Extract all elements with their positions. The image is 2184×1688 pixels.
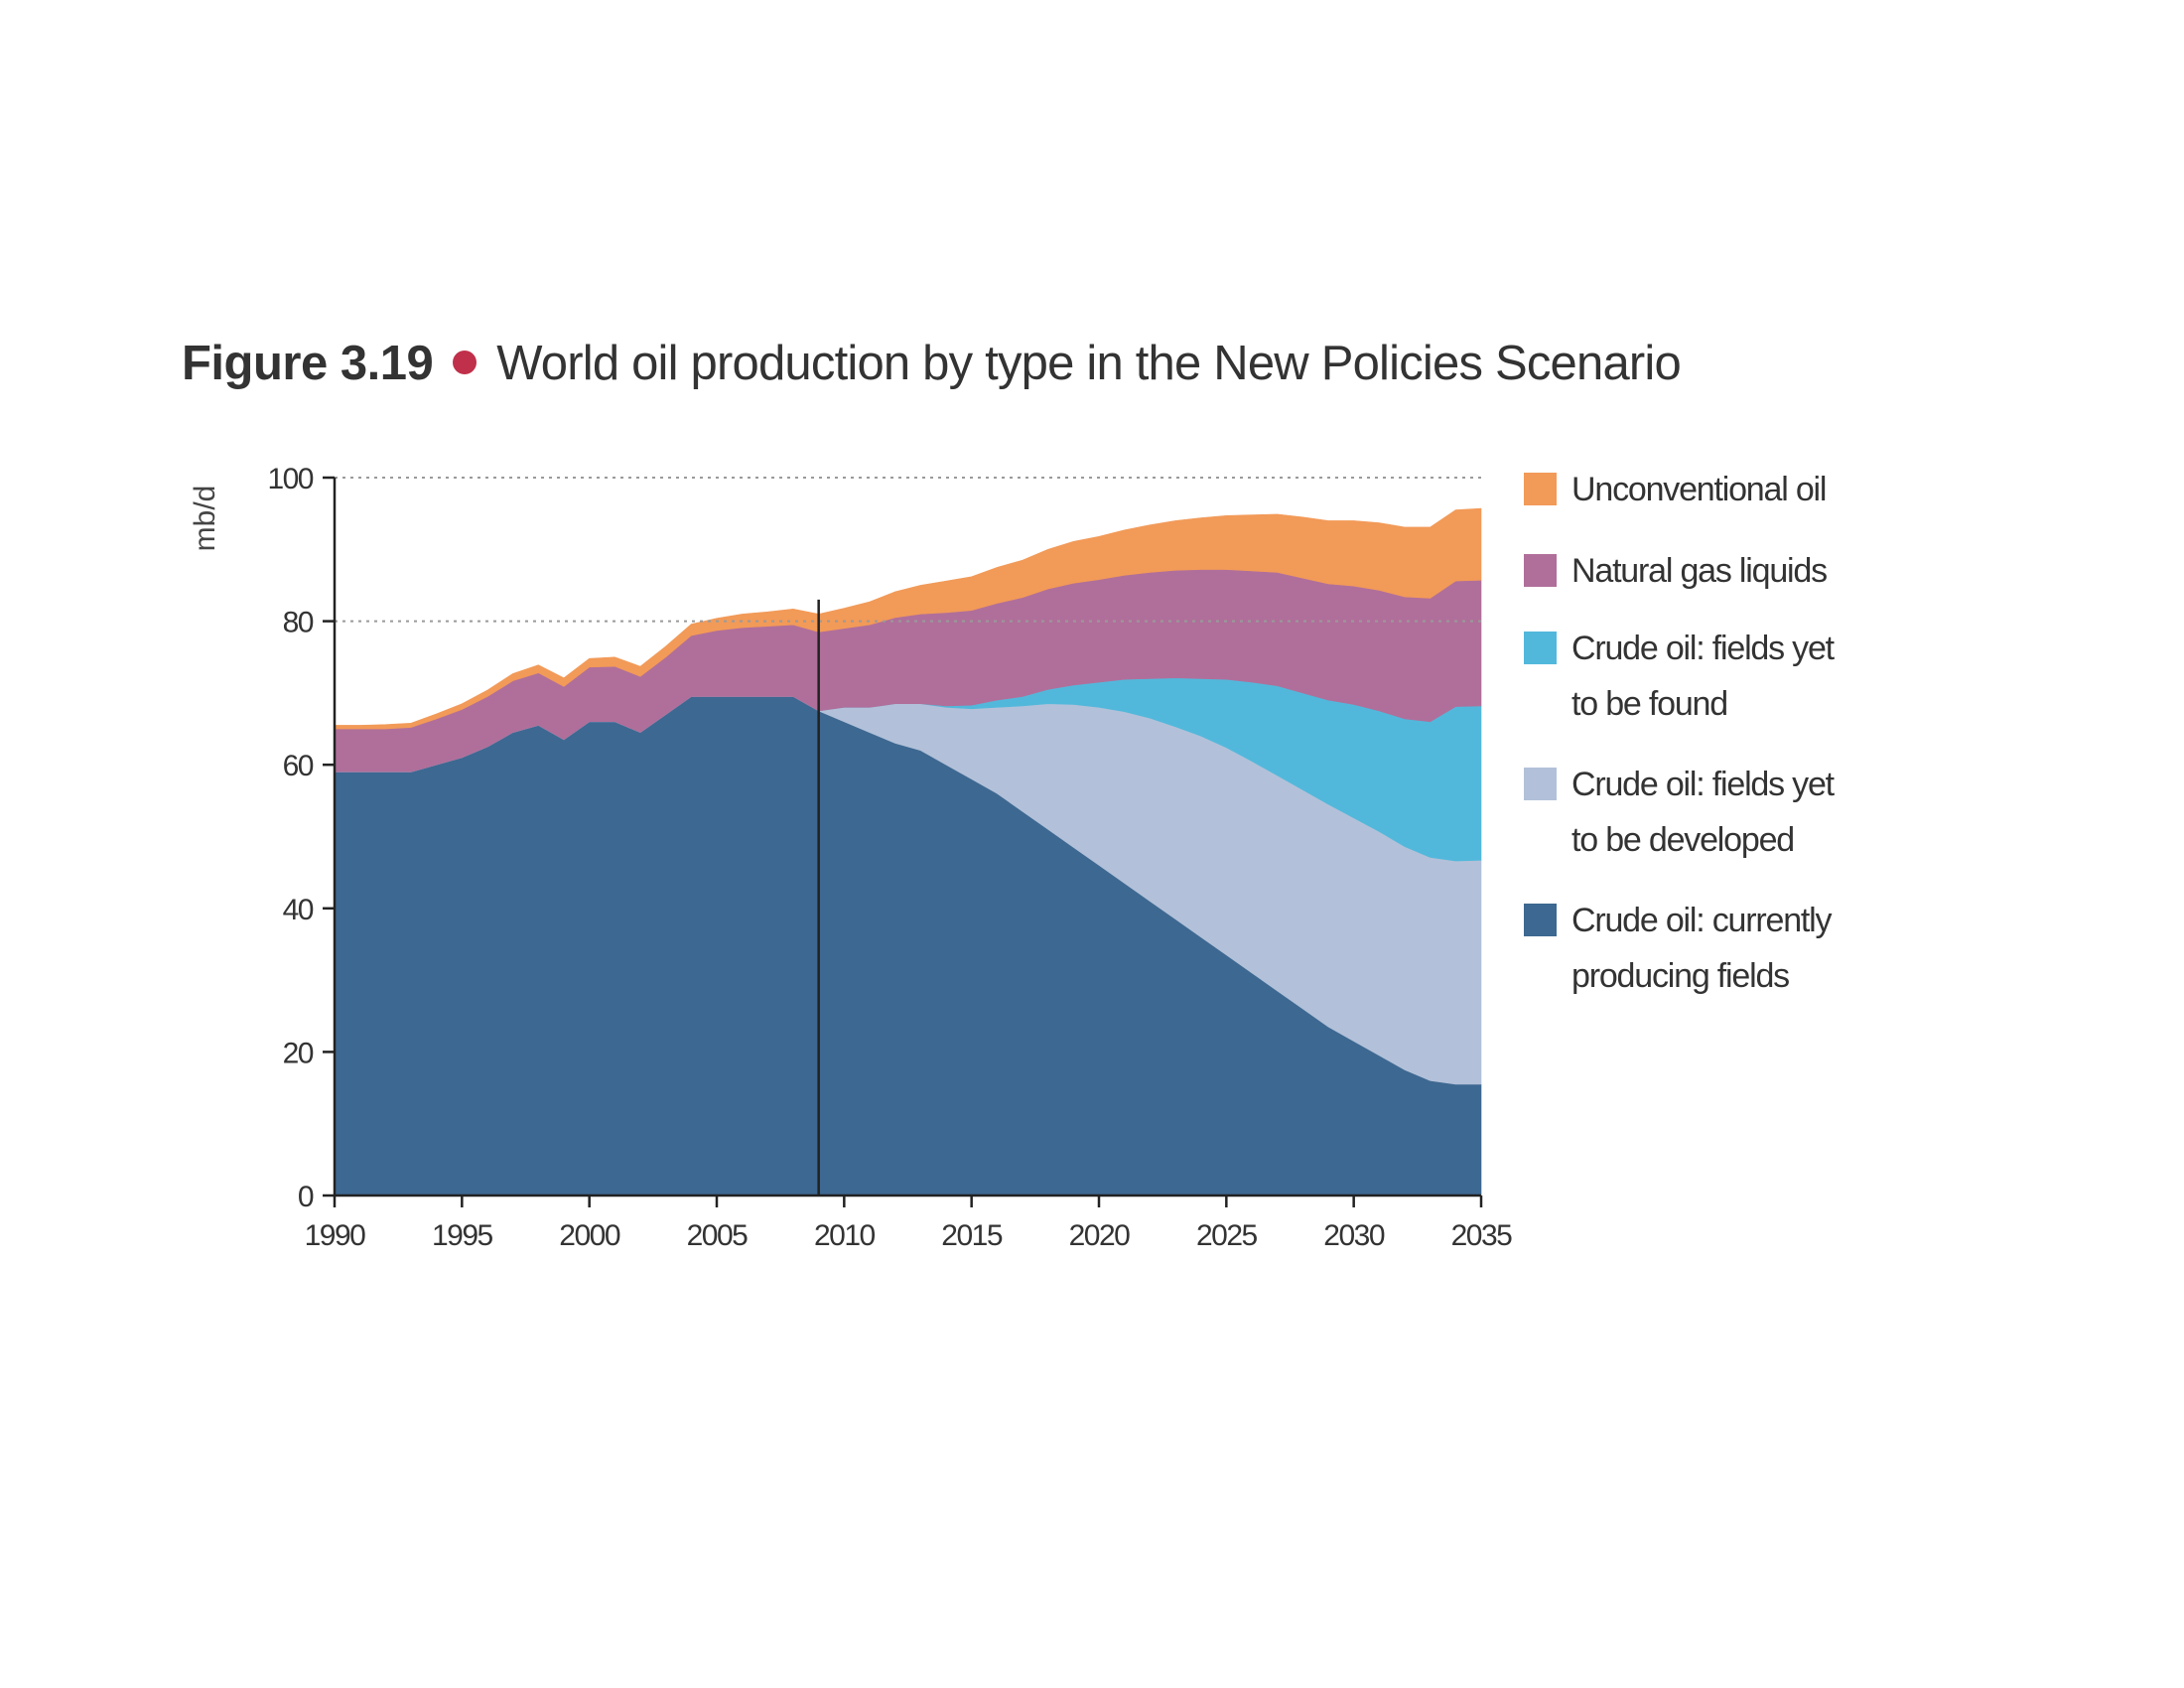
legend-item-unconventional-oil-text: Unconventional oil bbox=[1571, 471, 1826, 508]
legend: Unconventional oil Natural gas liquids Cru… bbox=[1524, 471, 1837, 995]
legend-item-crude-oil-currently-producing-fields: Crude oil: currently producing fields bbox=[1524, 902, 1834, 995]
x-tick-label-2015: 2015 bbox=[941, 1219, 1003, 1252]
figure-caption: World oil production by type in the New … bbox=[496, 337, 1682, 390]
title-bullet-icon bbox=[453, 351, 478, 375]
figure-title: Figure 3.19 World oil production by type … bbox=[182, 336, 1682, 391]
legend-item-unconventional-oil: Unconventional oil bbox=[1524, 471, 1827, 508]
legend-item-unconventional-oil-swatch bbox=[1524, 473, 1557, 505]
x-tick-label-2010: 2010 bbox=[814, 1219, 876, 1252]
y-axis-label: mb/d bbox=[189, 486, 221, 552]
legend-item-crude-oil-currently-producing-fields-text: Crude oil: currently bbox=[1571, 902, 1833, 939]
stacked-areas bbox=[334, 507, 1482, 1196]
legend-item-crude-oil-currently-producing-fields-swatch bbox=[1524, 904, 1557, 936]
legend-item-crude-oil-fields-yet-to-be-found-text: to be found bbox=[1571, 685, 1727, 723]
x-tick-label-2005: 2005 bbox=[687, 1219, 749, 1252]
x-tick-label-2025: 2025 bbox=[1196, 1219, 1258, 1252]
legend-item-natural-gas-liquids: Natural gas liquids bbox=[1524, 552, 1828, 590]
legend-item-crude-oil-fields-yet-to-be-developed-swatch bbox=[1524, 768, 1557, 800]
legend-item-crude-oil-fields-yet-to-be-found: Crude oil: fields yet to be found bbox=[1524, 630, 1837, 723]
legend-item-crude-oil-currently-producing-fields-text: producing fields bbox=[1571, 957, 1789, 995]
y-tick-label-40: 40 bbox=[283, 894, 314, 926]
x-tick-label-2035: 2035 bbox=[1451, 1219, 1513, 1252]
legend-item-crude-oil-fields-yet-to-be-found-swatch bbox=[1524, 632, 1557, 664]
legend-item-crude-oil-fields-yet-to-be-found-text: Crude oil: fields yet bbox=[1571, 630, 1836, 667]
y-tick-label-20: 20 bbox=[283, 1037, 314, 1069]
x-tick-label-1990: 1990 bbox=[305, 1219, 366, 1252]
area-unconventional-oil bbox=[334, 507, 1482, 730]
y-tick-label-60: 60 bbox=[283, 750, 314, 782]
legend-item-crude-oil-fields-yet-to-be-developed-text: Crude oil: fields yet bbox=[1571, 766, 1836, 803]
axes: 0 20 40 60 80 100 1990 1995 2000 2005 2010 2015 2020… bbox=[189, 463, 1514, 1252]
x-tick-label-2030: 2030 bbox=[1323, 1219, 1385, 1252]
x-tick-label-2000: 2000 bbox=[559, 1219, 620, 1252]
legend-item-crude-oil-fields-yet-to-be-developed: Crude oil: fields yet to be developed bbox=[1524, 766, 1837, 859]
legend-item-natural-gas-liquids-swatch bbox=[1524, 554, 1557, 587]
figure-number: Figure 3.19 bbox=[182, 337, 434, 390]
x-tick-label-2020: 2020 bbox=[1069, 1219, 1131, 1252]
y-tick-label-0: 0 bbox=[298, 1181, 314, 1213]
legend-item-natural-gas-liquids-text: Natural gas liquids bbox=[1571, 552, 1827, 590]
legend-item-crude-oil-fields-yet-to-be-developed-text: to be developed bbox=[1571, 821, 1794, 859]
gridlines bbox=[335, 477, 1481, 623]
x-tick-label-1995: 1995 bbox=[432, 1219, 493, 1252]
y-tick-label-100: 100 bbox=[267, 463, 313, 495]
y-tick-label-80: 80 bbox=[283, 607, 314, 639]
